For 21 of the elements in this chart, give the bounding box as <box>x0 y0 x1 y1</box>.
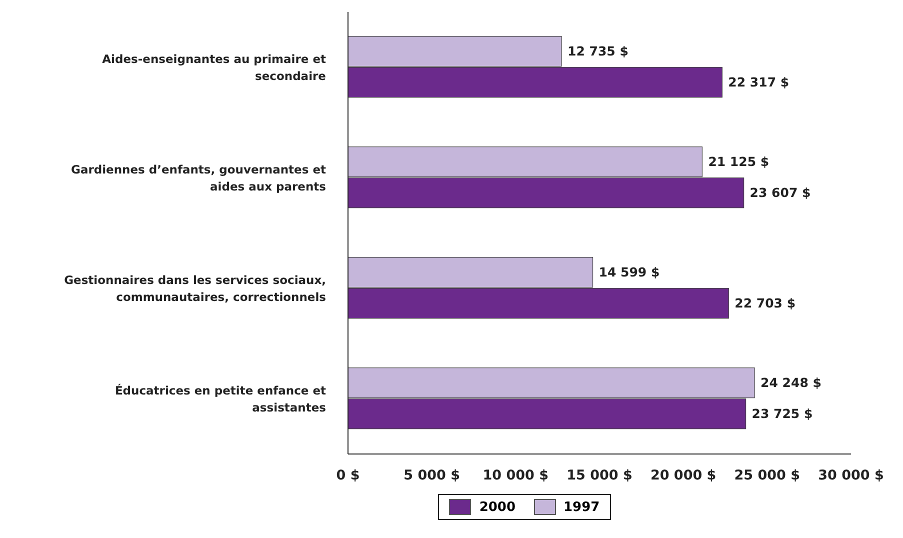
data-label: 14 599 $ <box>598 264 660 280</box>
y-tick-label: Éducatrices en petite enfance et assistantes <box>114 383 326 414</box>
data-label: 22 317 $ <box>728 74 790 90</box>
x-tick-label: 0 $ <box>336 468 360 484</box>
y-tick-label: Gestionnaires dans les services sociaux, communautaires, correctionnels <box>64 272 326 304</box>
data-label: 12 735 $ <box>568 44 628 59</box>
data-label: 21 125 $ <box>708 154 770 170</box>
data-label: 24 248 $ <box>760 375 822 390</box>
data-label: 23 725 $ <box>752 406 813 422</box>
x-tick-label: 15 000 $ <box>566 468 632 484</box>
data-label: 22 703 $ <box>734 296 796 311</box>
x-tick-label: 30 000 $ <box>818 468 884 484</box>
x-tick-label: 10 000 $ <box>482 468 549 484</box>
y-tick-label: Aides-enseignantes au primaire et secondaire <box>102 52 326 83</box>
legend-label: 2000 <box>478 499 516 515</box>
x-tick-label: 20 000 $ <box>650 468 716 484</box>
x-tick-label: 5 000 $ <box>404 468 460 484</box>
x-tick-label: 25 000 $ <box>734 468 800 484</box>
y-tick-label: Gardiennes d’enfants, gouvernantes et aides aux parents <box>71 162 326 194</box>
data-label: 23 607 $ <box>750 185 811 200</box>
legend-label: 1997 <box>562 499 600 515</box>
